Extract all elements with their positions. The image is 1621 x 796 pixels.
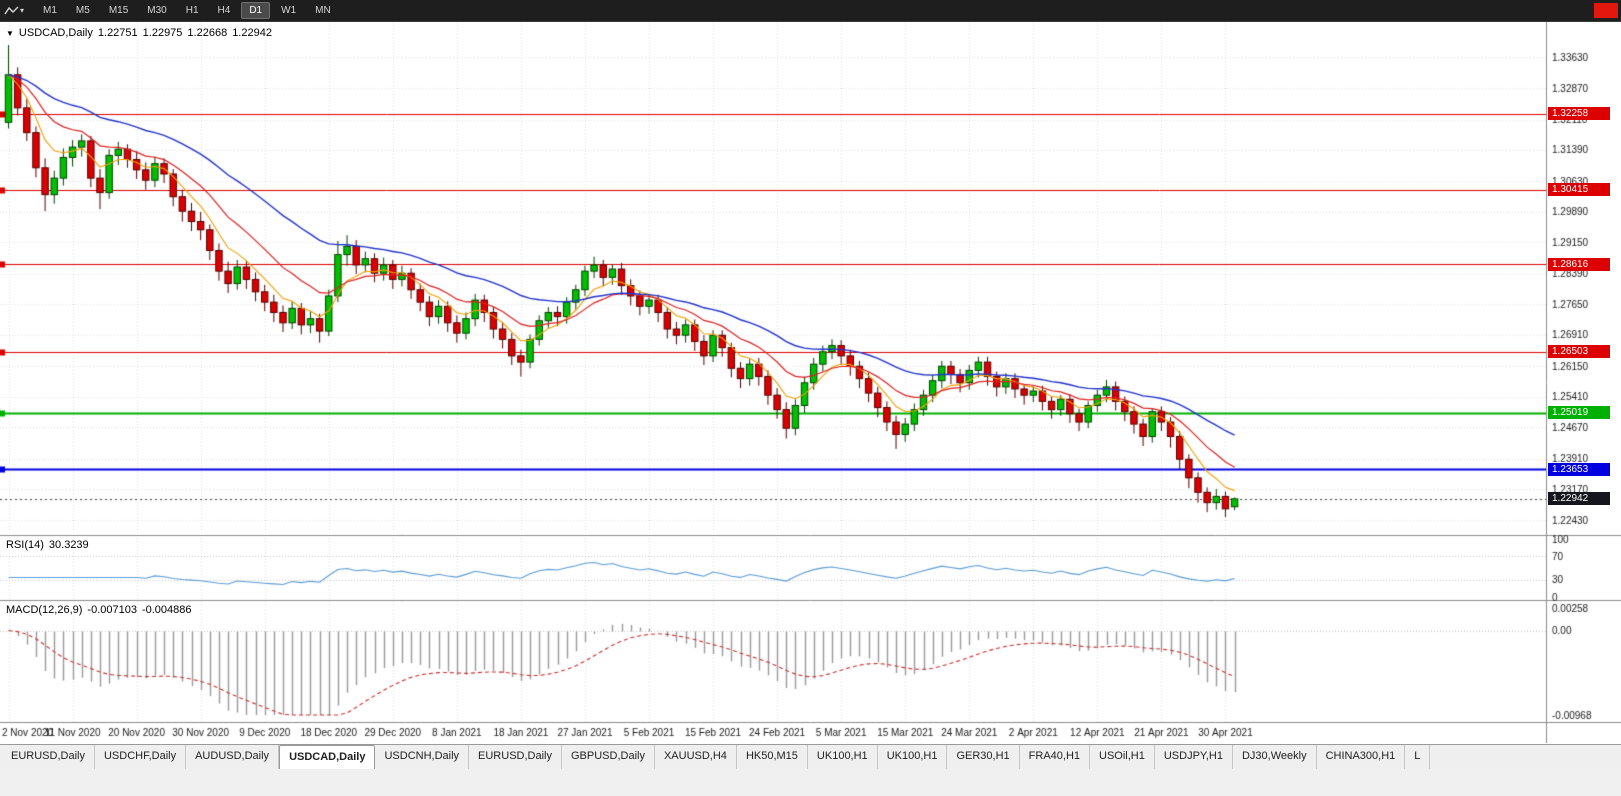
collapse-window-icon[interactable]: ▼ xyxy=(6,29,14,38)
chart-high: 1.22975 xyxy=(142,27,183,39)
chart-symbol: USDCAD,Daily xyxy=(18,27,93,39)
chart-tab-china300[interactable]: CHINA300,H1 xyxy=(1317,745,1406,769)
chart-tab-l[interactable]: L xyxy=(1405,745,1431,769)
chart-close: 1.22942 xyxy=(232,27,272,39)
chart-tab-fra40[interactable]: FRA40,H1 xyxy=(1020,745,1091,769)
price-level-badge[interactable]: 1.26503 xyxy=(1548,345,1610,359)
top-toolbar: ▾ M1 M5 M15 M30 H1 H4 D1 W1 MN xyxy=(0,0,1621,22)
rsi-name: RSI(14) xyxy=(6,539,44,551)
current-price-badge[interactable]: 1.22942 xyxy=(1548,492,1610,506)
macd-signal-value: -0.004886 xyxy=(141,604,192,616)
chart-tab-audusd[interactable]: AUDUSD,Daily xyxy=(186,745,280,769)
chart-tab-uk100[interactable]: UK100,H1 xyxy=(808,745,878,769)
chart-tab-usdchf[interactable]: USDCHF,Daily xyxy=(95,745,187,769)
chart-open: 1.22751 xyxy=(97,27,138,39)
timeframe-button-m15[interactable]: M15 xyxy=(108,5,129,16)
timeframe-button-d1[interactable]: D1 xyxy=(241,2,271,19)
status-strip xyxy=(0,769,1621,796)
macd-label: MACD(12,26,9) -0.007103 -0.004886 xyxy=(6,604,197,616)
chart-tab-usoil[interactable]: USOil,H1 xyxy=(1090,745,1155,769)
chart-tab-ger30[interactable]: GER30,H1 xyxy=(947,745,1020,769)
chart-tab-uk100[interactable]: UK100,H1 xyxy=(878,745,948,769)
chart-tab-xauusd[interactable]: XAUUSD,H4 xyxy=(655,745,737,769)
timeframe-button-w1[interactable]: W1 xyxy=(281,5,297,16)
timeframe-button-h1[interactable]: H1 xyxy=(185,5,199,16)
chart-tab-usdcnh[interactable]: USDCNH,Daily xyxy=(375,745,470,769)
timeframe-buttons: M1 M5 M15 M30 H1 H4 D1 W1 MN xyxy=(35,2,339,19)
chart-tab-gbpusd[interactable]: GBPUSD,Daily xyxy=(562,745,655,769)
chevron-down-icon: ▾ xyxy=(20,5,25,15)
chart-low: 1.22668 xyxy=(187,27,228,39)
chart-tab-dj30[interactable]: DJ30,Weekly xyxy=(1233,745,1317,769)
chart-type-dropdown[interactable]: ▾ xyxy=(4,5,24,17)
macd-main-value: -0.007103 xyxy=(87,604,137,616)
candlestick-chart-icon xyxy=(4,5,19,17)
rsi-label: RSI(14) 30.3239 xyxy=(6,539,94,551)
chart-tab-hk50[interactable]: HK50,M15 xyxy=(737,745,808,769)
price-level-badge[interactable]: 1.30415 xyxy=(1548,183,1610,197)
price-chart-canvas[interactable] xyxy=(0,22,1621,743)
chart-tab-eurusd[interactable]: EURUSD,Daily xyxy=(2,745,95,769)
timeframe-button-h4[interactable]: H4 xyxy=(217,5,231,16)
price-level-badge[interactable]: 1.32258 xyxy=(1548,107,1610,121)
macd-name: MACD(12,26,9) xyxy=(6,604,83,616)
timeframe-button-mn[interactable]: MN xyxy=(315,5,331,16)
timeframe-button-m30[interactable]: M30 xyxy=(147,5,167,16)
price-level-badge[interactable]: 1.25019 xyxy=(1548,406,1610,420)
toolbar-red-button[interactable] xyxy=(1594,3,1618,18)
chart-tab-usdjpy[interactable]: USDJPY,H1 xyxy=(1155,745,1233,769)
timeframe-button-m1[interactable]: M1 xyxy=(43,5,57,16)
chart-title: ▼ USDCAD,Daily 1.22751 1.22975 1.22668 1.2294… xyxy=(6,27,277,39)
price-level-badge[interactable]: 1.28616 xyxy=(1548,257,1610,271)
rsi-value: 30.3239 xyxy=(48,539,89,551)
timeframe-button-m5[interactable]: M5 xyxy=(75,5,90,16)
price-level-badge[interactable]: 1.23653 xyxy=(1548,462,1610,476)
chart-tab-bar: EURUSD,Daily USDCHF,Daily AUDUSD,Daily USDC… xyxy=(0,744,1621,769)
chart-tab-eurusd[interactable]: EURUSD,Daily xyxy=(469,745,562,769)
chart-tab-usdcad[interactable]: USDCAD,Daily xyxy=(279,745,376,769)
